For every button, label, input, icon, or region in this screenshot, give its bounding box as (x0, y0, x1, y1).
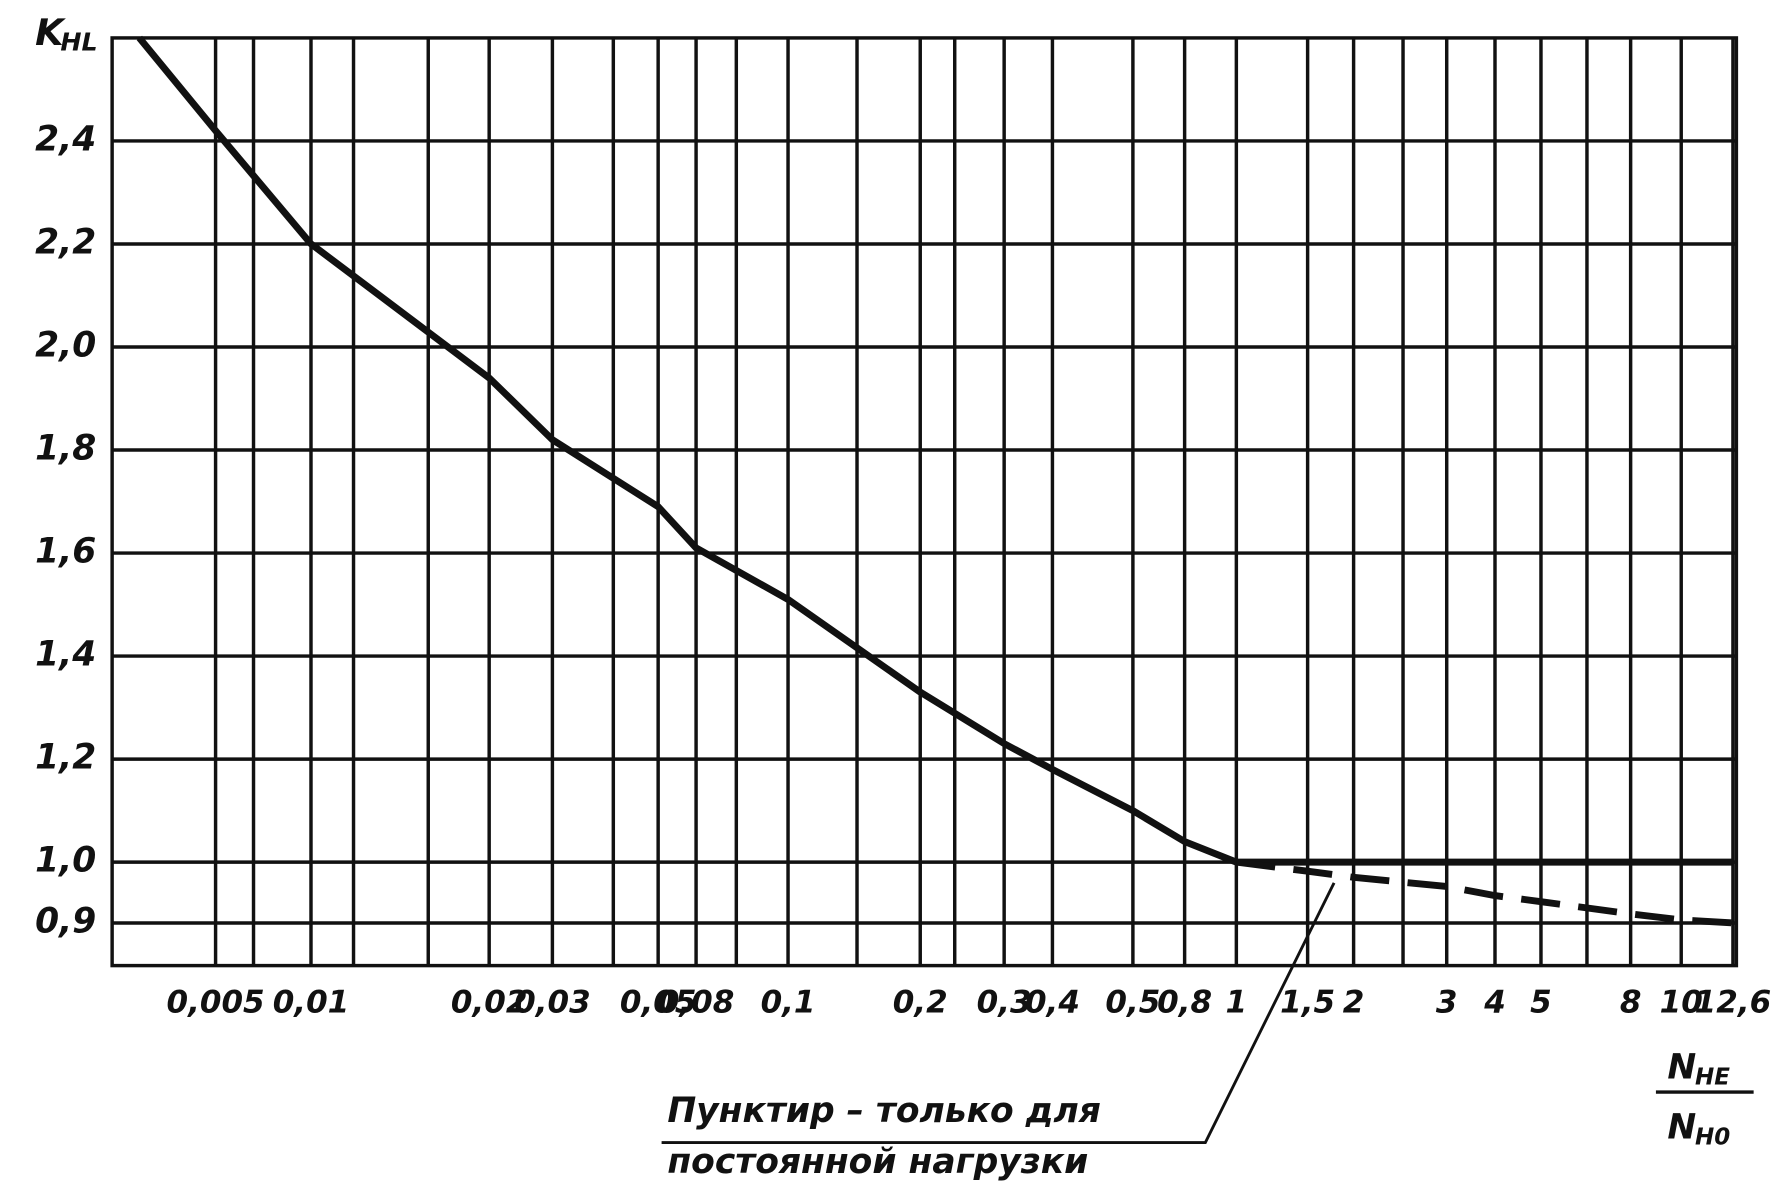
x-tick-label: 2 (1343, 985, 1365, 1021)
x-tick-label: 0,01 (273, 985, 350, 1021)
x-tick-label: 0,4 (1025, 985, 1080, 1021)
y-tick-label: 1,6 (35, 532, 96, 572)
y-tick-label: 1,2 (35, 738, 96, 778)
annotation: Пунктир – только для постоянной нагрузки (661, 882, 1336, 1182)
x-tick-label: 0,03 (514, 985, 591, 1021)
x-tick-label: 10 (1660, 985, 1703, 1021)
y-label-sub: HL (60, 28, 97, 57)
y-axis-label: K HL (35, 11, 98, 57)
x-tick-label: 1 (1226, 985, 1248, 1021)
annotation-line: Пунктир – только для (667, 1091, 1101, 1131)
x-tick-label: 0,3 (977, 985, 1032, 1021)
plot-frame (110, 36, 1739, 968)
y-tick-label: 0,9 (35, 901, 96, 941)
y-label-main: K (35, 11, 66, 54)
x-tick-label: 1,5 (1280, 985, 1335, 1021)
x-label-num: N (1667, 1048, 1696, 1088)
x-label-num-sub: HE (1695, 1065, 1730, 1091)
curve (136, 35, 1733, 866)
x-tick-label: 0,05 (620, 985, 697, 1021)
annotation-line: постоянной нагрузки (667, 1142, 1088, 1182)
x-tick-label: 0,5 (1105, 985, 1160, 1021)
x-tick-label: 0,005 (167, 985, 265, 1021)
x-tick-label: 8 (1620, 985, 1642, 1021)
x-label-den: N (1667, 1107, 1696, 1147)
x-label-den-sub: H0 (1695, 1125, 1730, 1151)
y-tick-label: 2,4 (35, 119, 96, 159)
y-tick-label: 2,2 (35, 222, 96, 262)
x-tick-label: 0,2 (893, 985, 948, 1021)
y-tick-label: 2,0 (35, 326, 96, 366)
x-tick-label: 3 (1436, 985, 1458, 1021)
dashed-curve (1235, 858, 1734, 927)
x-tick-label: 0,8 (1157, 985, 1212, 1021)
x-tick-label: 0,08 (658, 985, 735, 1021)
leader-line (661, 882, 1336, 1145)
x-axis-label: N HE N H0 (1655, 1048, 1754, 1151)
x-tick-label: 0,1 (761, 985, 816, 1021)
y-tick-label: 1,8 (35, 429, 96, 469)
x-tick-label: 0,02 (451, 985, 528, 1021)
x-tick-label: 12,6 (1695, 985, 1772, 1021)
y-tick-label: 1,4 (35, 635, 96, 675)
x-tick-label: 4 (1483, 985, 1506, 1021)
y-tick-label: 1,0 (35, 841, 96, 881)
x-tick-label: 5 (1530, 985, 1552, 1021)
